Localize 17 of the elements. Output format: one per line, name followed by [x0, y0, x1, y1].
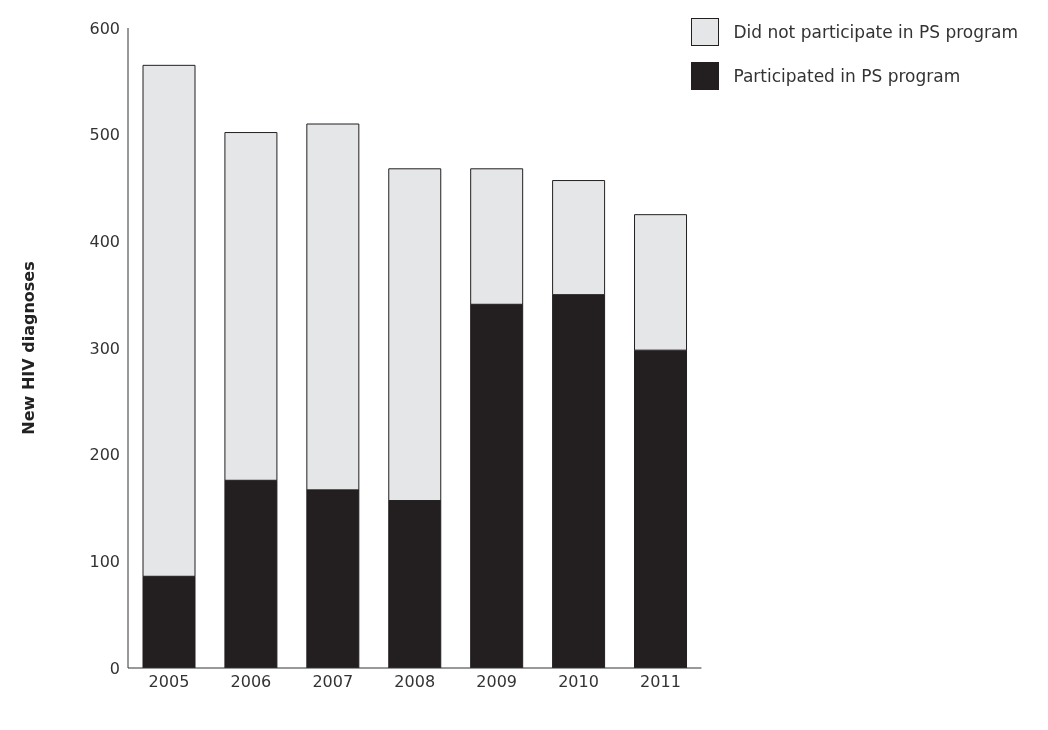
x-tick-label: 2006 [230, 672, 272, 692]
y-tick-label: 0 [109, 658, 120, 678]
y-tick-label: 300 [89, 338, 120, 358]
y-tick-label: 500 [89, 125, 120, 145]
y-tick-label: 400 [89, 232, 120, 252]
x-tick-label: 2007 [312, 672, 354, 692]
x-tick-label: 2005 [148, 672, 190, 692]
y-tick-label: 200 [89, 445, 120, 465]
y-axis-title: New HIV diagnoses [18, 261, 38, 435]
legend-label: Did not participate in PS program [733, 22, 1018, 42]
x-tick-label: 2010 [558, 672, 599, 692]
x-tick-label: 2008 [394, 672, 436, 692]
legend-label: Participated in PS program [733, 66, 961, 86]
y-tick-label: 100 [89, 552, 120, 572]
x-tick-label: 2011 [640, 672, 681, 692]
x-tick-label: 2009 [476, 672, 517, 692]
y-tick-label: 600 [89, 18, 120, 38]
